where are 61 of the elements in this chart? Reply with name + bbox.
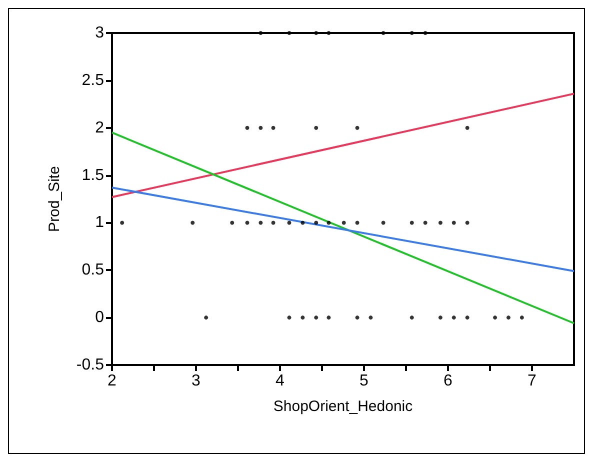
- point: [326, 316, 331, 320]
- y-tick-label: 2.5: [82, 72, 104, 89]
- point: [438, 316, 442, 320]
- point: [465, 220, 470, 225]
- point: [506, 316, 510, 320]
- point: [287, 220, 292, 225]
- point: [258, 31, 263, 35]
- y-tick-label: -0.5: [76, 356, 104, 374]
- point: [410, 316, 414, 320]
- point: [258, 126, 263, 130]
- point: [423, 220, 428, 225]
- point: [342, 220, 346, 225]
- point: [314, 126, 318, 130]
- point: [287, 316, 292, 320]
- point: [300, 220, 305, 225]
- point: [314, 31, 318, 35]
- point: [120, 220, 124, 225]
- x-tick-label: 7: [528, 372, 537, 390]
- point: [245, 126, 250, 130]
- point: [190, 220, 195, 225]
- point: [258, 220, 263, 225]
- point: [230, 220, 234, 225]
- point: [355, 220, 360, 225]
- x-tick-label: 4: [276, 372, 285, 390]
- point: [493, 316, 498, 320]
- point: [287, 31, 292, 35]
- point: [355, 126, 360, 130]
- point: [204, 316, 208, 320]
- point: [381, 220, 386, 225]
- point: [465, 316, 470, 320]
- point: [465, 126, 470, 130]
- point: [381, 31, 386, 35]
- point: [271, 220, 276, 225]
- point: [326, 220, 331, 225]
- y-tick-label: 1.5: [82, 166, 104, 184]
- point: [410, 31, 414, 35]
- point: [452, 316, 456, 320]
- point: [438, 220, 442, 225]
- point: [410, 220, 414, 225]
- point: [452, 220, 456, 225]
- point: [355, 316, 360, 320]
- x-tick-label: 6: [444, 372, 453, 390]
- y-tick-label: 1: [95, 214, 104, 232]
- y-tick-label: 0: [95, 309, 104, 326]
- point: [314, 220, 318, 225]
- x-tick-label: 5: [360, 372, 369, 390]
- x-tick-label: 2: [108, 372, 117, 390]
- y-tick-label: 2: [95, 119, 104, 136]
- x-axis-title: ShopOrient_Hedonic: [273, 398, 414, 415]
- point: [368, 316, 373, 320]
- point: [271, 126, 276, 130]
- point: [300, 316, 305, 320]
- point: [520, 316, 524, 320]
- y-axis-title: Prod_Site: [46, 166, 63, 232]
- point: [314, 316, 318, 320]
- point: [423, 31, 428, 35]
- y-tick-label: 0.5: [82, 262, 104, 279]
- x-tick-label: 3: [192, 372, 201, 390]
- point: [245, 220, 250, 225]
- y-tick-label: 3: [95, 24, 104, 42]
- point: [326, 31, 331, 35]
